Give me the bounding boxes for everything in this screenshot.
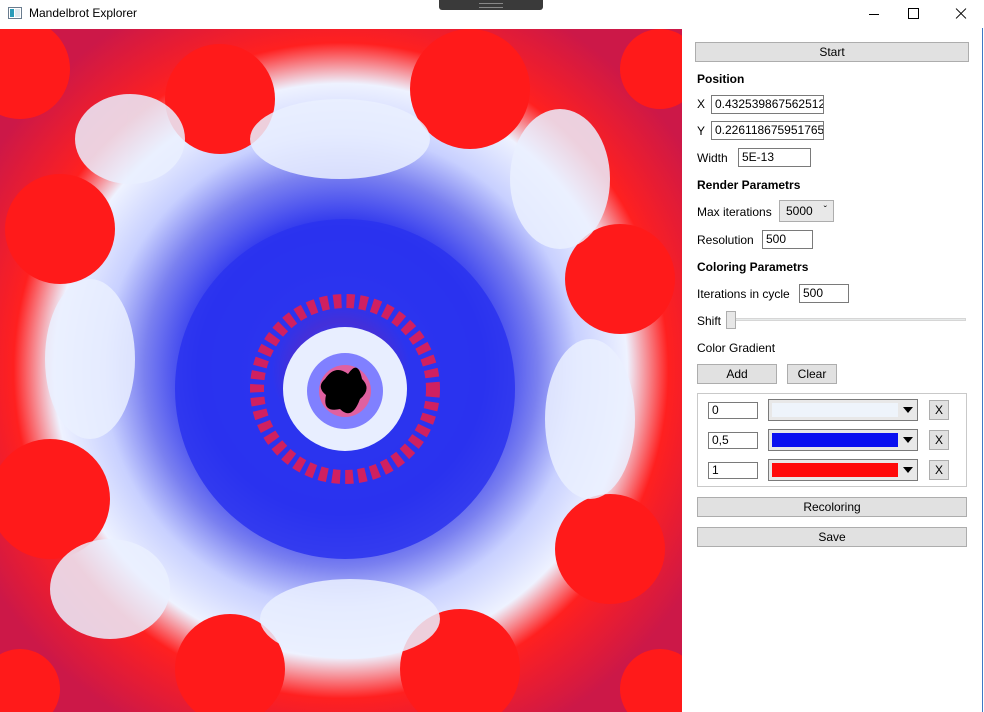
fractal-canvas[interactable] <box>0 29 682 712</box>
gradient-color-picker[interactable] <box>768 399 918 421</box>
iterations-cycle-label: Iterations in cycle <box>697 287 790 301</box>
chevron-down-icon: ˇ <box>823 205 827 216</box>
shift-label: Shift <box>697 314 722 328</box>
gradient-remove-button[interactable]: X <box>929 460 949 480</box>
max-iterations-value: 5000 <box>786 204 813 218</box>
start-button[interactable]: Start <box>695 42 969 62</box>
close-button[interactable] <box>937 0 983 28</box>
max-iterations-label: Max iterations <box>697 205 772 219</box>
window-title: Mandelbrot Explorer <box>29 6 138 20</box>
window-edge <box>982 28 983 712</box>
maximize-button[interactable] <box>891 0 937 28</box>
resolution-label: Resolution <box>697 233 754 247</box>
gradient-color-picker[interactable] <box>768 459 918 481</box>
dropdown-arrow-icon <box>899 400 917 420</box>
gradient-position-input[interactable]: 1 <box>708 462 758 479</box>
iterations-cycle-input[interactable]: 500 <box>799 284 849 303</box>
fractal-red-lobes <box>0 29 682 712</box>
shift-slider-thumb[interactable] <box>726 311 736 329</box>
gradient-color-swatch <box>772 463 898 477</box>
color-gradient-label: Color Gradient <box>697 341 776 355</box>
gradient-color-swatch <box>772 433 898 447</box>
title-bar: Mandelbrot Explorer <box>0 0 984 28</box>
save-button[interactable]: Save <box>697 527 967 547</box>
fractal-pale-arms <box>45 94 635 659</box>
y-input[interactable]: 0.226118675951765 <box>711 121 824 140</box>
x-label: X <box>697 97 706 111</box>
fractal-image <box>0 29 682 712</box>
resolution-input[interactable]: 500 <box>762 230 813 249</box>
width-label: Width <box>697 151 728 165</box>
coloring-header: Coloring Parametrs <box>697 260 809 274</box>
position-header: Position <box>697 72 745 86</box>
dropdown-arrow-icon <box>899 460 917 480</box>
add-button[interactable]: Add <box>697 364 777 384</box>
width-input[interactable]: 5E-13 <box>738 148 811 167</box>
gradient-color-picker[interactable] <box>768 429 918 451</box>
app-icon <box>8 7 22 19</box>
shift-slider-track[interactable] <box>729 318 966 321</box>
gradient-position-input[interactable]: 0 <box>708 402 758 419</box>
y-label: Y <box>697 124 706 138</box>
snap-handle[interactable] <box>439 0 543 10</box>
gradient-list <box>697 393 967 487</box>
max-iterations-select[interactable]: 5000 ˇ <box>779 200 834 222</box>
gradient-position-input[interactable]: 0,5 <box>708 432 758 449</box>
clear-button[interactable]: Clear <box>787 364 837 384</box>
recoloring-button[interactable]: Recoloring <box>697 497 967 517</box>
gradient-remove-button[interactable]: X <box>929 430 949 450</box>
dropdown-arrow-icon <box>899 430 917 450</box>
minimize-button[interactable] <box>851 0 897 28</box>
render-header: Render Parametrs <box>697 178 801 192</box>
gradient-remove-button[interactable]: X <box>929 400 949 420</box>
mandelbrot-core <box>320 367 367 414</box>
x-input[interactable]: 0.432539867562512 <box>711 95 824 114</box>
gradient-color-swatch <box>772 403 898 417</box>
fractal-red-ring <box>250 294 440 484</box>
